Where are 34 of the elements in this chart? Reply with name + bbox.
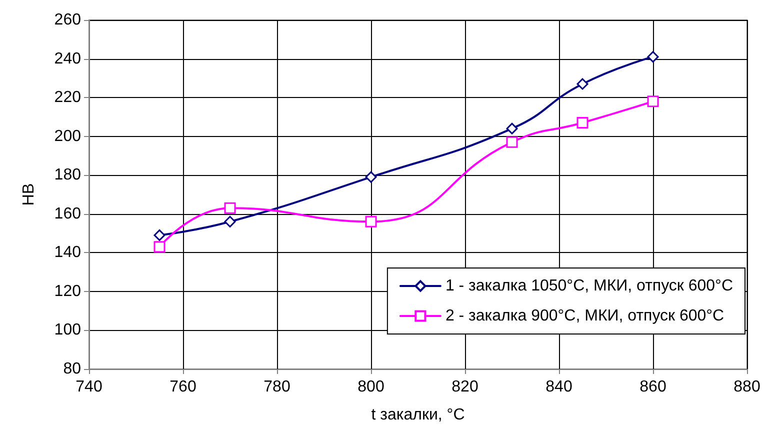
x-tick-label: 860 [640, 378, 666, 396]
point [154, 241, 166, 253]
point [647, 51, 659, 63]
x-tick-label: 840 [546, 378, 572, 396]
point [154, 229, 166, 241]
point [224, 216, 236, 228]
legend-label: 1 - закалка 1050°C, МКИ, отпуск 600°C [445, 278, 733, 294]
y-axis-title: HB [20, 183, 38, 206]
point [576, 117, 588, 129]
y-tick-label: 100 [54, 322, 82, 339]
point [576, 78, 588, 90]
y-tick-label: 220 [54, 89, 82, 106]
y-tick-label: 160 [54, 205, 82, 222]
point [647, 96, 659, 108]
point [224, 202, 236, 214]
x-tick-label: 820 [452, 378, 478, 396]
x-tick-label: 780 [264, 378, 290, 396]
y-tick-label: 140 [54, 244, 82, 262]
point [365, 216, 377, 228]
point [506, 136, 518, 148]
y-tick-label: 200 [54, 128, 82, 145]
x-tick-label: 760 [170, 378, 196, 396]
point [506, 122, 518, 134]
x-axis-title: t закалки, °C [371, 406, 465, 424]
y-tick-label: 120 [54, 282, 82, 300]
x-tick-label: 800 [358, 378, 384, 396]
y-tick-label: 240 [54, 50, 82, 68]
x-tick-label: 740 [76, 378, 102, 396]
legend-label: 2 - закалка 900°C, МКИ, отпуск 600°C [445, 308, 724, 324]
y-tick-label: 260 [54, 12, 82, 28]
y-tick-label: 80 [63, 360, 82, 378]
x-tick-label: 880 [734, 378, 760, 396]
y-tick-label: 180 [54, 166, 82, 184]
point [365, 171, 377, 183]
